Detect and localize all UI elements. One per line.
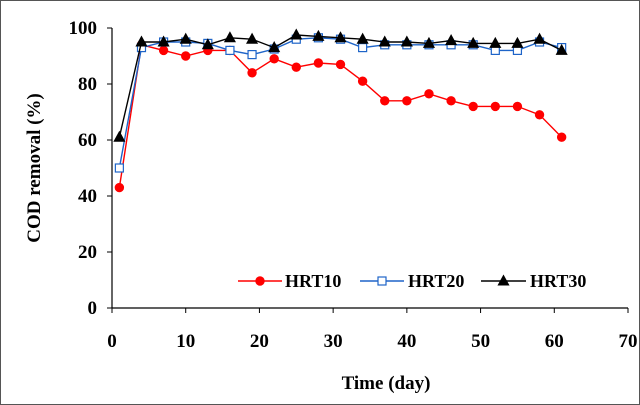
data-point-hrt10 [468,101,478,112]
data-point-hrt30 [157,35,170,47]
legend-label-hrt20: HRT20 [408,271,464,291]
data-point-hrt30 [356,32,369,44]
data-point-hrt30 [445,34,458,46]
legend-item-hrt30: HRT30 [481,271,586,291]
data-point-hrt30 [422,36,436,48]
x-tick-label: 50 [471,331,490,352]
data-point-hrt30 [400,35,413,47]
x-axis-title: Time (day) [342,373,431,394]
data-point-hrt30 [489,36,502,48]
data-point-hrt10 [556,132,567,142]
data-point-hrt10 [380,96,390,106]
y-tick-label: 80 [78,74,97,95]
data-point-hrt20 [247,49,257,60]
legend-marker-hrt30 [497,274,510,286]
legend-marker-hrt20 [377,276,387,286]
data-point-hrt30 [533,32,546,44]
data-point-hrt10 [446,96,456,106]
data-point-hrt30 [334,31,347,43]
data-point-hrt20 [225,45,235,56]
data-point-hrt30 [511,36,524,48]
y-tick-label: 60 [78,130,97,151]
data-point-hrt10 [313,58,324,68]
y-tick-label: 100 [69,18,98,39]
series-hrt10 [114,40,567,193]
data-point-hrt10 [158,45,169,56]
x-tick-label: 10 [176,331,195,352]
data-point-hrt30 [135,35,148,47]
legend-item-hrt10: HRT10 [238,271,341,291]
y-tick-label: 40 [78,186,97,207]
data-point-hrt10 [357,76,368,86]
y-axis-title: COD removal (%) [24,93,45,243]
data-point-hrt10 [490,101,501,112]
data-point-hrt10 [424,89,434,99]
data-point-hrt30 [467,36,480,48]
legend: HRT10 HRT20 HRT30 [238,271,586,291]
y-tick-label: 0 [88,298,98,319]
x-tick-label: 0 [107,331,117,352]
legend-label-hrt10: HRT10 [285,271,341,291]
legend-label-hrt30: HRT30 [530,271,586,291]
data-point-hrt30 [223,31,236,43]
data-point-hrt10 [181,51,191,61]
axes: 0 10 20 30 40 50 60 70 0 20 40 60 80 100 [69,18,638,352]
data-point-hrt10 [114,182,125,193]
series-layer [113,28,568,193]
data-point-hrt30 [246,32,259,44]
data-point-hrt10 [291,62,301,72]
x-tick-label: 40 [397,331,416,352]
data-point-hrt30 [113,130,126,142]
x-tick-label: 60 [545,331,564,352]
data-point-hrt30 [290,28,303,40]
data-point-hrt20 [358,42,368,53]
data-point-hrt30 [268,41,281,53]
legend-item-hrt20: HRT20 [360,271,464,291]
data-point-hrt10 [269,54,279,64]
x-tick-label: 20 [250,331,269,352]
series-hrt30 [113,28,568,142]
data-point-hrt30 [201,38,214,50]
data-point-hrt30 [555,43,568,55]
data-point-hrt10 [247,68,257,78]
data-point-hrt20 [114,163,124,173]
data-point-hrt10 [512,101,523,112]
data-point-hrt30 [378,35,391,47]
x-tick-label: 70 [619,331,638,352]
data-point-hrt30 [179,32,192,44]
legend-marker-hrt10 [255,276,265,286]
data-point-hrt30 [312,29,325,41]
data-point-hrt10 [534,110,545,120]
data-point-hrt10 [402,96,412,106]
y-tick-label: 20 [78,242,97,263]
x-tick-label: 30 [324,331,343,352]
data-point-hrt10 [335,59,346,70]
